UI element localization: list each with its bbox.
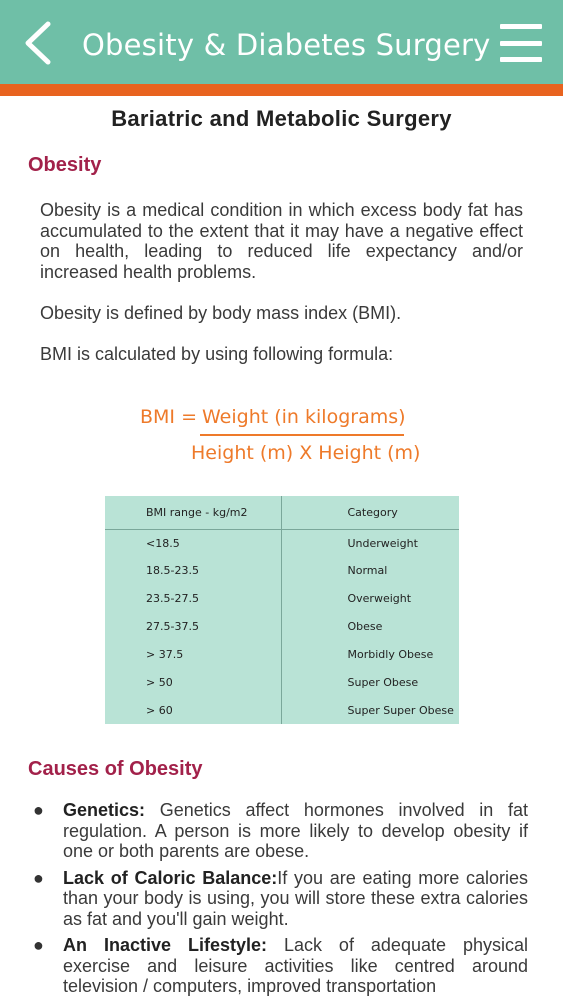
table-header-category: Category (281, 496, 459, 530)
cause-text: Lack of adequate physical exercise and l… (63, 935, 528, 996)
bmi-range-cell: > 50 (105, 668, 282, 697)
category-cell: Underweight (347, 536, 418, 550)
table-row: > 60 Super Super Obese (105, 696, 459, 724)
bmi-range-cell: > 60 (105, 696, 282, 724)
category-cell: Overweight (347, 592, 412, 606)
obesity-definition-paragraph: Obesity is a medical condition in which … (40, 200, 523, 282)
table-row: 23.5-27.5 Overweight (105, 584, 459, 613)
formula-lhs: BMI = (140, 406, 197, 428)
chevron-left-icon (25, 21, 51, 65)
menu-button[interactable] (498, 20, 544, 66)
list-item: ● Lack of Caloric Balance:If you are eat… (28, 868, 528, 930)
bmi-range-cell: 23.5-27.5 (105, 584, 282, 613)
formula-fraction-bar (200, 434, 404, 436)
header-title: Obesity & Diabetes Surgery (82, 28, 491, 62)
bmi-formula: BMI = Weight (in kilograms) Height (m) X… (0, 398, 563, 472)
table-row: > 50 Super Obese (105, 668, 459, 697)
cause-term: Lack of Caloric Balance: (63, 867, 278, 888)
category-cell: Super Obese (347, 675, 419, 689)
bullet-icon: ● (33, 935, 44, 955)
bmi-definition-paragraph: Obesity is defined by body mass index (B… (40, 303, 402, 323)
table-row: 27.5-37.5 Obese (105, 612, 459, 641)
bmi-range-cell: <18.5 (105, 529, 282, 557)
cause-text: Genetics affect hormones involved in fat… (63, 800, 528, 861)
category-cell: Super Super Obese (347, 703, 454, 717)
causes-list: ● Genetics: Genetics affect hormones inv… (28, 800, 528, 1000)
table-row: <18.5 Underweight (105, 529, 459, 557)
cause-text: If you are eating more calories than you… (63, 867, 528, 929)
bmi-formula-intro: BMI is calculated by using following for… (40, 344, 394, 364)
formula-numerator: Weight (in kilograms) (202, 406, 406, 428)
bmi-category-table: BMI range - kg/m2 Category <18.5 Underwe… (105, 496, 459, 724)
table-header-row: BMI range - kg/m2 Category (105, 496, 459, 530)
table-row: > 37.5 Morbidly Obese (105, 640, 459, 669)
list-item: ● An Inactive Lifestyle: Lack of adequat… (28, 935, 528, 997)
header-accent-stripe (0, 84, 563, 96)
page-title: Bariatric and Metabolic Surgery (111, 106, 452, 131)
formula-denominator: Height (m) X Height (m) (191, 442, 421, 464)
app-header: Obesity & Diabetes Surgery (0, 0, 563, 84)
hamburger-menu-icon (500, 24, 542, 29)
table-header-bmi-range: BMI range - kg/m2 (105, 496, 282, 530)
bmi-range-cell: > 37.5 (105, 640, 282, 669)
list-item: ● Genetics: Genetics affect hormones inv… (28, 800, 528, 862)
bmi-range-cell: 27.5-37.5 (105, 612, 282, 641)
bullet-icon: ● (33, 867, 44, 888)
category-cell: Obese (347, 619, 383, 633)
table-row: 18.5-23.5 Normal (105, 556, 459, 585)
cause-term: Genetics: (63, 800, 146, 820)
section-heading-causes: Causes of Obesity (28, 758, 203, 780)
bmi-range-cell: 18.5-23.5 (105, 556, 282, 585)
category-cell: Normal (347, 564, 388, 578)
category-cell: Morbidly Obese (347, 647, 434, 661)
back-button[interactable] (14, 18, 60, 68)
section-heading-obesity: Obesity (28, 154, 102, 176)
cause-term: An Inactive Lifestyle: (63, 935, 267, 955)
bullet-icon: ● (33, 800, 44, 820)
